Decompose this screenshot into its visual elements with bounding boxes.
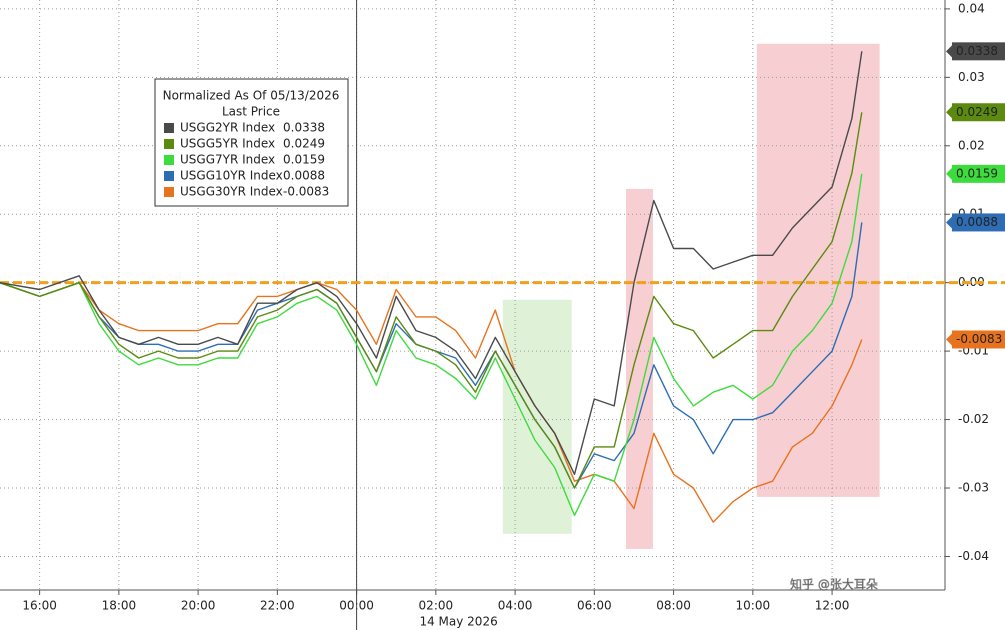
series-line	[0, 173, 863, 517]
value-tag-pointer	[946, 166, 953, 181]
legend-swatch	[164, 139, 174, 149]
value-tag-pointer	[946, 105, 953, 120]
series-line	[0, 222, 863, 489]
legend-value: 0.0338	[283, 121, 325, 135]
legend-title: Normalized As Of 05/13/2026	[163, 89, 340, 103]
y-tick-label: -0.02	[958, 412, 989, 426]
legend-swatch	[164, 187, 174, 197]
legend-label: USGG10YR Index	[180, 169, 283, 183]
legend-swatch	[164, 155, 174, 165]
watermark: 知乎 @张大耳朵	[790, 578, 878, 592]
y-tick-label: -0.03	[958, 481, 989, 495]
legend-value: -0.0083	[283, 185, 329, 199]
value-tag-label: 0.0088	[956, 215, 998, 229]
value-tag	[952, 42, 1005, 61]
x-tick-label: 04:00	[498, 599, 533, 613]
y-tick-label: -0.04	[958, 549, 989, 563]
legend-subtitle: Last Price	[222, 105, 280, 119]
value-tag-label: 0.0338	[956, 44, 998, 58]
y-tick-label: 0.00	[958, 275, 985, 289]
legend-value: 0.0088	[283, 169, 325, 183]
series-line	[0, 51, 863, 475]
y-tick-label: 0.04	[958, 1, 985, 15]
x-tick-label: 16:00	[22, 599, 57, 613]
legend-label: USGG5YR Index	[180, 137, 275, 151]
date-label: 14 May 2026	[419, 615, 497, 629]
x-tick-label: 20:00	[181, 599, 216, 613]
x-tick-label: 02:00	[419, 599, 454, 613]
x-tick-label: 18:00	[102, 599, 137, 613]
value-tag-label: 0.0159	[956, 166, 998, 180]
legend-value: 0.0159	[283, 153, 325, 167]
value-tag-pointer	[946, 215, 953, 230]
legend-value: 0.0249	[283, 137, 325, 151]
value-tag	[952, 164, 1005, 183]
highlight-region	[502, 299, 572, 534]
x-tick-label: 10:00	[736, 599, 771, 613]
value-tag	[952, 213, 1005, 232]
legend-label: USGG7YR Index	[180, 153, 275, 167]
value-tag	[952, 330, 1005, 349]
x-tick-label: 22:00	[260, 599, 295, 613]
x-tick-label: 06:00	[577, 599, 612, 613]
legend-swatch	[164, 123, 174, 133]
highlight-region	[626, 188, 653, 549]
series-line	[0, 112, 863, 489]
x-tick-label: 12:00	[815, 599, 850, 613]
legend-label: USGG2YR Index	[180, 121, 275, 135]
highlight-region	[756, 43, 880, 497]
legend-box	[154, 78, 349, 207]
value-tag-pointer	[946, 44, 953, 59]
y-tick-label: 0.03	[958, 70, 985, 84]
legend-swatch	[164, 171, 174, 181]
legend-label: USGG30YR Index	[180, 185, 283, 199]
legend: Normalized As Of 05/13/2026 Last Price USG…	[154, 78, 349, 207]
series-line	[0, 282, 863, 523]
y-tick-label: 0.02	[958, 138, 985, 152]
x-tick-label: 08:00	[656, 599, 691, 613]
value-tag-label: 0.0249	[956, 105, 998, 119]
value-tag-pointer	[946, 332, 953, 347]
value-tag	[952, 103, 1005, 122]
value-tag-label: -0.0083	[956, 332, 1002, 346]
